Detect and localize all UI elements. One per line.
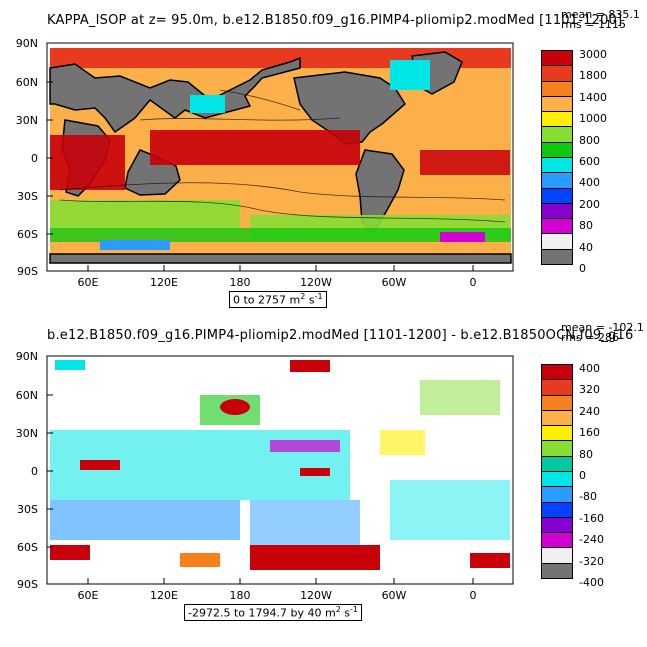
panel1-title: KAPPA_ISOP at z= 95.0m, b.e12.B1850.f09_… [47, 13, 623, 28]
colorbar-label: 3000 [579, 48, 607, 61]
colorbar-label: 240 [579, 404, 600, 418]
colorbar-swatch [541, 379, 573, 396]
colorbar-swatch [541, 562, 573, 579]
panel1-mean: mean = 835.1 [561, 8, 640, 21]
panel1-north-america [293, 71, 406, 145]
p1-ylab-30n: 30N [15, 114, 38, 127]
p2-unit-time-exp: -1 [350, 605, 358, 614]
colorbar-swatch [541, 440, 573, 457]
colorbar-swatch [541, 425, 573, 442]
p2-xlab-180: 180 [229, 589, 251, 602]
p1-xlab-120e: 120E [150, 276, 178, 289]
colorbar-swatch [541, 501, 573, 518]
colorbar-label: 1400 [579, 90, 607, 104]
p1-xlab-0: 0 [469, 276, 477, 289]
p2-ylab-30s: 30S [17, 503, 38, 516]
colorbar-swatch [541, 471, 573, 488]
panel2-title: b.e12.B1850.f09_g16.PIMP4-pliomip2.modMe… [47, 328, 634, 343]
colorbar-label: 600 [579, 155, 600, 168]
p2-ylab-60s: 60S [17, 541, 38, 554]
panel2-mean: mean = -102.1 [561, 321, 644, 334]
p2-ylab-0: 0 [31, 465, 38, 478]
colorbar-label: 80 [579, 447, 593, 461]
colorbar-swatch [541, 394, 573, 411]
colorbar-label: 160 [579, 426, 600, 440]
colorbar-label: -320 [579, 554, 604, 568]
panel2-range-box: -2972.5 to 1794.7 by 40 m2 s-1 [184, 604, 362, 621]
panel2-range-suffix: s [344, 606, 351, 620]
p1-xlab-60w: 60W [381, 276, 407, 289]
colorbar-label: 400 [579, 176, 600, 190]
p2-xlab-60w: 60W [381, 589, 407, 602]
colorbar-swatch [541, 364, 573, 381]
p1-ylab-90n: 90N [15, 37, 38, 50]
colorbar-label: 0 [579, 469, 586, 482]
colorbar-label: 40 [579, 240, 593, 254]
colorbar-label: 80 [579, 219, 593, 233]
p2-xlab-60e: 60E [77, 589, 99, 602]
colorbar-label: 200 [579, 197, 600, 211]
p1-unit-time-exp: -1 [314, 292, 323, 301]
p2-ylab-90n: 90N [15, 350, 38, 363]
colorbar-label: 800 [579, 133, 600, 147]
p1-xlab-60e: 60E [77, 276, 99, 289]
panel1-eurasia [49, 56, 301, 134]
colorbar-swatch [541, 409, 573, 427]
p2-ylab-60n: 60N [15, 389, 38, 402]
colorbar-label: 1800 [579, 69, 607, 83]
p2-xlab-120e: 120E [150, 589, 178, 602]
p1-unit-exp: 2 [300, 292, 306, 301]
panel2-range-text: -2972.5 to 1794.7 by 40 m [188, 606, 336, 620]
p2-xlab-0: 0 [469, 589, 477, 602]
colorbar-swatch [541, 532, 573, 549]
colorbar-swatch [541, 547, 573, 564]
panel2-rms: rms = 286 [561, 331, 619, 344]
p1-xlab-180: 180 [229, 276, 251, 289]
colorbar-swatch [541, 455, 573, 472]
colorbar-label: 1000 [579, 112, 607, 126]
colorbar-label: -240 [579, 533, 604, 547]
p2-xlab-120w: 120W [300, 589, 332, 602]
colorbar-label: -160 [579, 511, 604, 525]
colorbar-label: -400 [579, 576, 604, 589]
colorbar-label: -80 [579, 490, 597, 504]
colorbar-label: 0 [579, 262, 586, 275]
colorbar-label: 400 [579, 362, 600, 375]
colorbar-swatch [541, 248, 573, 265]
colorbar-swatch [541, 486, 573, 503]
p1-ylab-0: 0 [31, 152, 38, 165]
panel1-range-box: 0 to 2757 m2 s-1 [229, 291, 327, 308]
colorbar-label: 320 [579, 383, 600, 397]
p1-xlab-120w: 120W [300, 276, 332, 289]
p1-ylab-60n: 60N [15, 76, 38, 89]
panel1-antarctica [49, 253, 512, 264]
panel1-rms: rms = 1115 [561, 18, 626, 31]
p1-ylab-90s: 90S [17, 265, 38, 278]
panel1-range-suffix: s [308, 293, 315, 307]
p2-ylab-90s: 90S [17, 578, 38, 591]
panel1-range-text: 0 to 2757 m [233, 293, 301, 307]
p2-ylab-30n: 30N [15, 427, 38, 440]
p1-ylab-60s: 60S [17, 228, 38, 241]
colorbar-swatch [541, 516, 573, 534]
p1-ylab-30s: 30S [17, 190, 38, 203]
p2-unit-exp: 2 [335, 605, 341, 614]
